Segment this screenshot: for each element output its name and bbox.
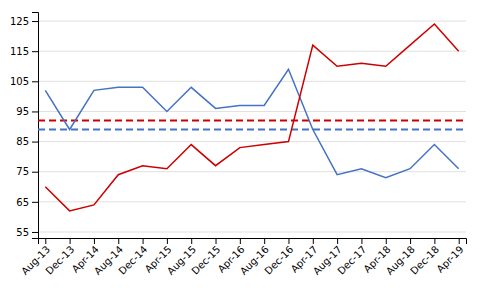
marks: [38, 24, 466, 211]
y-tick: 95: [16, 106, 38, 117]
x-tick: Dec-17: [335, 238, 368, 277]
x-tick-label: Dec-14: [116, 244, 149, 277]
x-tick-mark: [94, 238, 95, 244]
y-tick: 65: [16, 197, 38, 208]
x-tick-mark: [386, 238, 387, 244]
y-tick-label: 115: [10, 46, 29, 57]
grid-line: [38, 21, 466, 22]
y-tick-label: 125: [10, 16, 29, 27]
y-tick: 75: [16, 166, 38, 177]
x-axis: Aug-13Dec-13Apr-14Aug-14Dec-14Apr-15Aug-…: [19, 238, 466, 277]
y-tick: 125: [10, 16, 38, 27]
x-tick-mark: [434, 238, 435, 244]
y-tick-label: 95: [16, 106, 29, 117]
x-tick-mark: [45, 238, 46, 244]
y-tick-label: 105: [10, 76, 29, 87]
x-tick-mark: [216, 238, 217, 244]
x-tick-mark: [70, 238, 71, 244]
x-tick-label: Dec-17: [335, 244, 368, 277]
reference-line: [38, 129, 466, 131]
x-tick-mark: [143, 238, 144, 244]
y-tick: 85: [16, 136, 38, 147]
series-line: [45, 24, 458, 211]
x-tick: Dec-16: [262, 238, 295, 277]
y-tick-mark: [32, 111, 38, 112]
x-tick-mark: [240, 238, 241, 244]
y-tick: 105: [10, 76, 38, 87]
series-line: [45, 69, 458, 177]
y-tick-mark: [32, 51, 38, 52]
x-tick-mark: [313, 238, 314, 244]
x-tick: Dec-14: [116, 238, 149, 277]
x-tick: Dec-15: [189, 238, 222, 277]
x-tick-mark: [288, 238, 289, 244]
grid-line: [38, 81, 466, 82]
y-tick-label: 85: [16, 136, 29, 147]
chart-container: 55 65 75 85 95 105 115 125 Aug-13Dec-13Apr-14Aug…: [0, 0, 480, 288]
x-tick-mark: [167, 238, 168, 244]
y-tick-mark: [32, 142, 38, 143]
grid-line: [38, 141, 466, 142]
y-tick: 115: [10, 46, 38, 57]
y-tick-mark: [32, 81, 38, 82]
y-axis: 55 65 75 85 95 105 115 125: [10, 13, 39, 239]
x-tick-mark: [264, 238, 265, 244]
x-tick-mark: [410, 238, 411, 244]
x-tick-label: Apr-19: [434, 244, 465, 275]
grid-line: [38, 201, 466, 202]
y-tick-label: 65: [16, 197, 29, 208]
y-tick: 55: [16, 227, 38, 238]
x-tick-label: Dec-18: [408, 244, 441, 277]
y-tick-mark: [32, 172, 38, 173]
grid: [38, 21, 466, 232]
x-tick-label: Dec-13: [43, 244, 76, 277]
y-tick-mark: [32, 202, 38, 203]
x-tick-mark: [361, 238, 362, 244]
y-axis-line: [32, 13, 39, 239]
x-tick-mark: [191, 238, 192, 244]
y-tick-label: 55: [16, 227, 29, 238]
grid-line: [38, 111, 466, 112]
x-tick-mark: [337, 238, 338, 244]
grid-line: [38, 231, 466, 232]
x-tick: Dec-13: [43, 238, 76, 277]
plot: 55 65 75 85 95 105 115 125 Aug-13Dec-13Apr-14Aug…: [10, 13, 467, 277]
x-tick-mark: [459, 238, 460, 244]
x-tick: Apr-19: [434, 238, 465, 275]
chart-svg: 55 65 75 85 95 105 115 125 Aug-13Dec-13Apr-14Aug…: [0, 0, 480, 288]
x-tick-label: Dec-16: [262, 244, 295, 277]
x-tick-label: Dec-15: [189, 244, 222, 277]
y-tick-mark: [32, 21, 38, 22]
x-tick-mark: [118, 238, 119, 244]
y-tick-mark: [32, 232, 38, 233]
y-tick-label: 75: [16, 166, 29, 177]
reference-line: [38, 119, 466, 121]
x-axis-line: [39, 239, 467, 245]
x-tick: Dec-18: [408, 238, 441, 277]
